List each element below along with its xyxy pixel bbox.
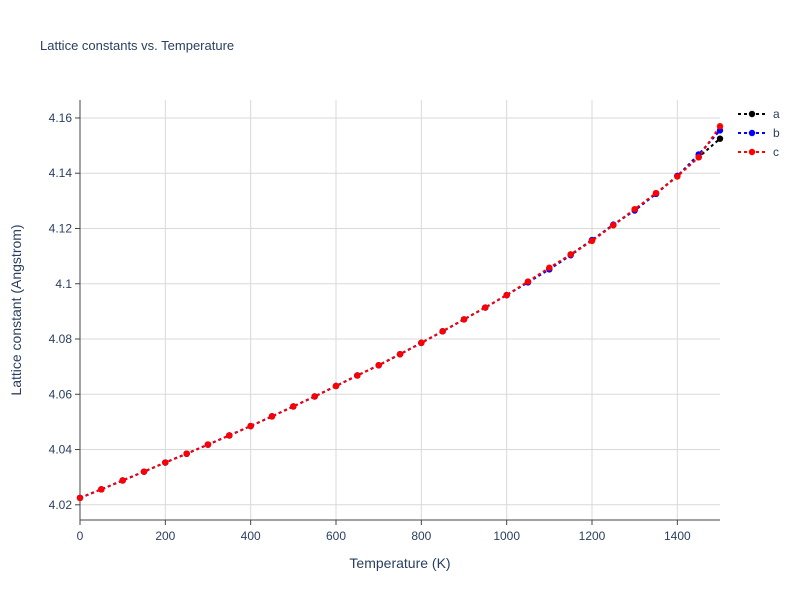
y-tick-label: 4.12	[49, 221, 73, 235]
y-tick-label: 4.14	[49, 166, 73, 180]
series-c-point	[204, 441, 212, 448]
legend-item-b[interactable]: b	[738, 126, 780, 140]
legend: abc	[738, 107, 780, 159]
series-c-point	[716, 123, 724, 130]
x-tick-label: 800	[411, 529, 431, 543]
series-c-point	[375, 362, 382, 369]
series-c-point	[247, 422, 254, 430]
legend-label: c	[773, 145, 779, 159]
series-c-point	[695, 153, 702, 161]
series-c-point	[311, 393, 318, 400]
grid-lines	[80, 100, 720, 520]
series-c-point	[652, 189, 660, 197]
series-c-point	[183, 450, 190, 457]
series-c-point	[546, 264, 553, 271]
series-layer	[76, 123, 724, 502]
series-c-point	[482, 304, 489, 311]
series-c-point	[567, 251, 574, 258]
x-tick-label: 1000	[493, 529, 520, 543]
series-c-point	[226, 432, 233, 439]
series-c-point	[396, 351, 404, 358]
series-c-point	[98, 486, 105, 493]
y-axis-title: Lattice constant (Angstrom)	[8, 224, 24, 395]
legend-swatch-marker	[748, 129, 756, 137]
legend-item-a[interactable]: a	[738, 107, 780, 121]
y-tick-label: 4.04	[49, 443, 73, 457]
series-c-point	[418, 339, 425, 347]
chart-title: Lattice constants vs. Temperature	[40, 38, 234, 53]
legend-label: a	[773, 107, 780, 121]
series-c-point	[631, 205, 638, 213]
y-tick-label: 4.06	[49, 387, 73, 401]
x-tick-label: 1200	[579, 529, 606, 543]
series-c-point	[268, 413, 276, 420]
series-c-point	[674, 173, 681, 180]
legend-item-c[interactable]: c	[738, 145, 779, 159]
series-c-point	[76, 494, 84, 502]
x-tick-label: 0	[77, 529, 84, 543]
series-c-point	[354, 372, 361, 379]
series-c-point	[524, 278, 532, 285]
legend-swatch-marker	[748, 148, 756, 156]
series-c-point	[119, 477, 126, 484]
series-c-point	[460, 316, 468, 323]
y-tick-label: 4.16	[49, 111, 73, 125]
axes	[75, 100, 720, 525]
y-tick-labels: 4.02 4.04 4.06 4.08 4.1 4.12 4.14 4.16	[49, 111, 73, 512]
x-tick-label: 1400	[664, 529, 691, 543]
series-c-point	[162, 459, 169, 466]
series-a-point	[716, 135, 724, 142]
legend-label: b	[773, 126, 780, 140]
series-c-point	[439, 328, 446, 335]
y-tick-label: 4.1	[55, 277, 72, 291]
x-tick-label: 200	[155, 529, 175, 543]
x-tick-label: 600	[326, 529, 346, 543]
y-tick-label: 4.08	[49, 332, 73, 346]
x-axis-title: Temperature (K)	[349, 555, 450, 571]
series-c-point	[140, 468, 148, 475]
legend-swatch-marker	[748, 110, 756, 118]
series-c-point	[503, 291, 510, 299]
series-c	[76, 123, 724, 502]
series-c-point	[332, 382, 340, 390]
x-tick-label: 400	[241, 529, 261, 543]
series-c-point	[610, 221, 617, 229]
y-tick-label: 4.02	[49, 498, 73, 512]
x-tick-labels: 0 200 400 600 800 1000 1200 1400	[77, 529, 691, 543]
series-c-point	[588, 237, 596, 245]
series-c-point	[290, 403, 297, 410]
